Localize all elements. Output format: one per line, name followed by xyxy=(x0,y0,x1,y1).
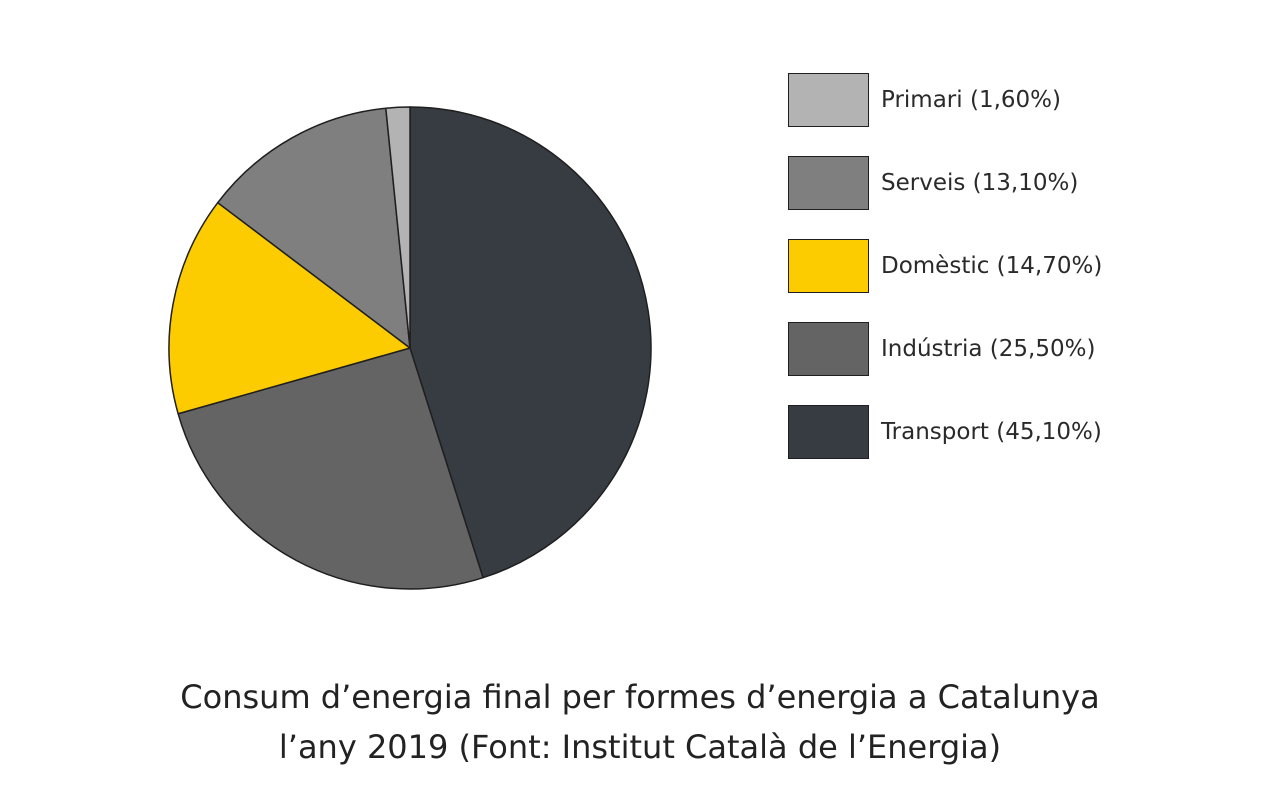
legend-swatch-domestic xyxy=(788,239,869,293)
pie-slice-domestic xyxy=(168,201,411,415)
legend: Primari (1,60%) Serveis (13,10%) Domèsti… xyxy=(788,72,1102,460)
legend-item-transport: Transport (45,10%) xyxy=(788,404,1102,460)
legend-label-industria: Indústria (25,50%) xyxy=(881,336,1096,362)
legend-label-primari: Primari (1,60%) xyxy=(881,87,1061,113)
legend-item-serveis: Serveis (13,10%) xyxy=(788,155,1102,211)
legend-swatch-transport xyxy=(788,405,869,459)
chart-caption: Consum d’energia final per formes d’ener… xyxy=(0,672,1280,772)
pie-slice-serveis xyxy=(216,107,411,349)
legend-item-domestic: Domèstic (14,70%) xyxy=(788,238,1102,294)
pie-slice-transport xyxy=(409,106,652,579)
legend-swatch-primari xyxy=(788,73,869,127)
pie-slice-industria xyxy=(177,347,484,590)
legend-label-serveis: Serveis (13,10%) xyxy=(881,170,1079,196)
caption-line-2: l’any 2019 (Font: Institut Català de l’E… xyxy=(278,728,1002,766)
legend-label-domestic: Domèstic (14,70%) xyxy=(881,253,1103,279)
caption-line-1: Consum d’energia final per formes d’ener… xyxy=(180,678,1100,716)
legend-swatch-serveis xyxy=(788,156,869,210)
legend-item-industria: Indústria (25,50%) xyxy=(788,321,1102,377)
legend-swatch-industria xyxy=(788,322,869,376)
legend-label-transport: Transport (45,10%) xyxy=(881,419,1102,445)
pie-slice-primari xyxy=(385,106,411,349)
legend-item-primari: Primari (1,60%) xyxy=(788,72,1102,128)
